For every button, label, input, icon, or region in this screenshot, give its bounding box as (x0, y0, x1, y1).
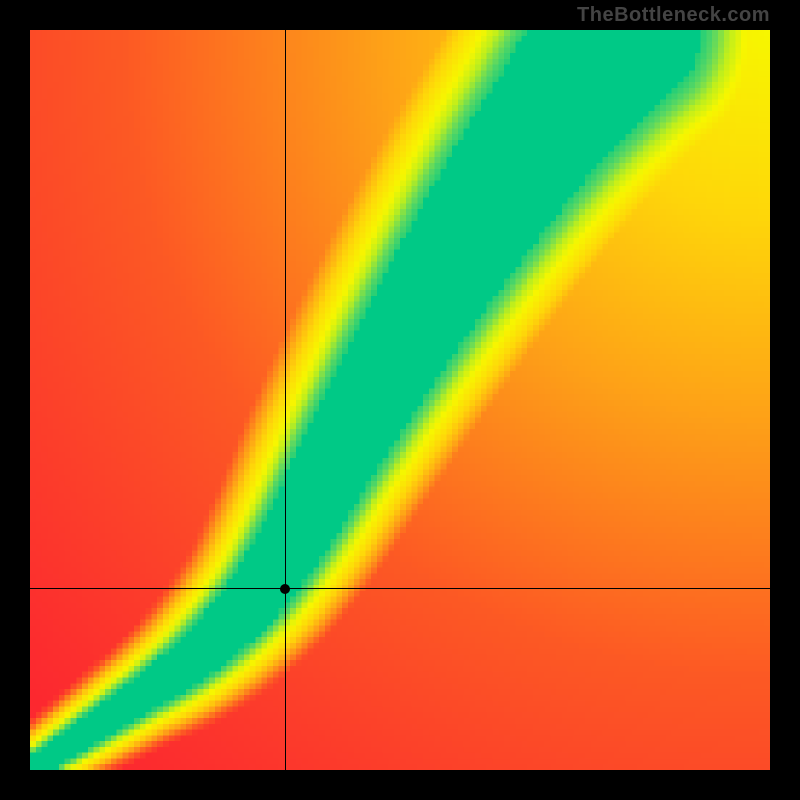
selected-point-marker (280, 584, 290, 594)
crosshair-vertical (285, 30, 286, 770)
watermark-text: TheBottleneck.com (577, 4, 770, 27)
crosshair-horizontal (30, 588, 770, 589)
chart-container: { "watermark": { "text": "TheBottleneck.… (0, 0, 800, 800)
bottleneck-heatmap (30, 30, 770, 770)
